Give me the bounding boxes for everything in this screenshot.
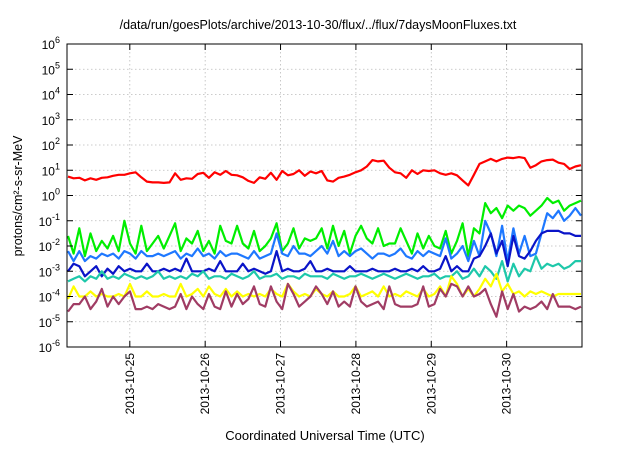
x-tick-label: 2013-10-30 [500, 353, 514, 415]
y-tick-label: 10-1 [39, 212, 60, 229]
x-axis-label: Coordinated Universal Time (UTC) [225, 428, 424, 443]
y-tick-label: 105 [42, 60, 60, 77]
chart-title: /data/run/goesPlots/archive/2013-10-30/f… [120, 18, 517, 32]
y-tick-label: 10-2 [39, 237, 60, 254]
series-line-4 [67, 229, 581, 278]
y-tick-label: 102 [42, 136, 60, 153]
y-tick-label: 101 [42, 161, 60, 178]
series-line-1 [67, 156, 582, 187]
x-tick-label: 2013-10-25 [123, 353, 137, 415]
x-tick-label: 2013-10-29 [424, 353, 438, 415]
series-line-2 [66, 196, 582, 258]
y-tick-label: 104 [42, 86, 60, 103]
x-tick-label: 2013-10-26 [198, 353, 212, 415]
x-tick-label: 2013-10-27 [274, 353, 288, 415]
axes: 10-6 10-5 10-4 10-3 10-2 10-1 100 101 102 103 104 1… [39, 35, 582, 414]
y-tick-label: 10-5 [39, 313, 60, 330]
series-group [66, 156, 582, 318]
y-axis-label: protons/cm²-s-sr-MeV [11, 135, 25, 257]
x-tick-label: 2013-10-28 [349, 353, 363, 415]
y-tick-label: 10-3 [39, 262, 60, 279]
series-line-5 [67, 255, 581, 283]
y-tick-label: 10-6 [39, 338, 60, 355]
y-tick-label: 100 [42, 187, 60, 204]
series-line-7 [67, 282, 582, 318]
y-tick-label: 106 [42, 35, 60, 52]
y-tick-label: 103 [42, 111, 60, 128]
y-tick-label: 10-4 [39, 288, 60, 305]
series-line-6 [66, 272, 581, 300]
